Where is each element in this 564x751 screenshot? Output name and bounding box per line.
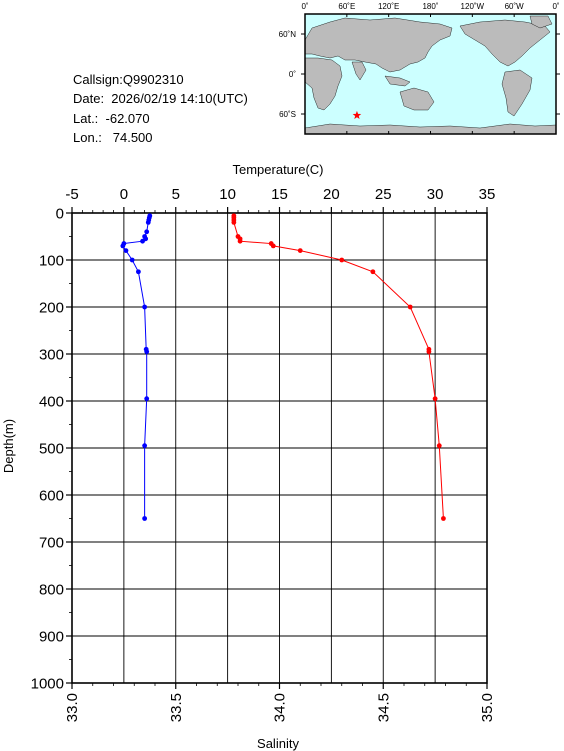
map-lon-label: 0˚ [301, 2, 308, 11]
temperature-data-point [142, 304, 148, 310]
temperature-data-point [121, 241, 127, 246]
star-icon [352, 110, 362, 120]
map-graticule: 0˚ 60˚E 120˚E 180˚ 120˚W 60˚W 0˚ 60˚N 0˚ 60˚S [279, 2, 560, 134]
station-marker [352, 110, 362, 120]
chart-series [120, 213, 446, 521]
temperature-data-point [147, 213, 153, 219]
salinity-tick-label: 33.5 [168, 693, 185, 722]
temperature-data-point [140, 238, 145, 244]
temperature-data-point [142, 234, 148, 239]
salinity-data-point [432, 396, 438, 402]
temperature-data-point [143, 236, 149, 242]
latitude-text: Lat.: -62.070 [73, 110, 150, 126]
temperature-tick-label: 35 [479, 186, 496, 203]
temperature-data-point [146, 215, 152, 221]
depth-tick-label: 100 [39, 253, 64, 270]
temperature-data-point [142, 516, 148, 521]
depth-tick-label: 500 [39, 441, 64, 458]
temperature-data-point [142, 443, 148, 449]
temperature-data-point [145, 220, 151, 225]
map-lon-label: 60˚E [338, 2, 355, 11]
salinity-data-point [426, 349, 432, 355]
map-lon-label: 120˚E [378, 2, 399, 11]
salinity-data-point [297, 248, 303, 254]
temperature-tick-label: 20 [323, 186, 340, 203]
salinity-axis-label: Salinity [257, 736, 299, 751]
salinity-data-point [407, 304, 413, 310]
location-map: 0˚ 60˚E 120˚E 180˚ 120˚W 60˚W 0˚ 60˚N 0˚ 60˚S [279, 2, 560, 135]
station-info: Callsign:Q9902310 Date: 2026/02/19 14:10… [73, 70, 248, 147]
temperature-tick-label: 30 [427, 186, 444, 203]
longitude-text: Lon.: 74.500 [73, 129, 153, 145]
map-lon-label: 120˚W [461, 2, 485, 11]
salinity-tick-label: 34.5 [375, 693, 392, 722]
salinity-data-point [231, 213, 237, 219]
temperature-profile-line [122, 215, 151, 519]
salinity-data-point [270, 243, 276, 249]
temperature-data-point [144, 229, 150, 235]
temperature-tick-label: 5 [172, 186, 180, 203]
date-text: Date: 2026/02/19 14:10(UTC) [73, 91, 248, 107]
salinity-tick-label: 35.0 [479, 693, 496, 722]
temperature-tick-label: 0 [120, 186, 128, 203]
salinity-tick-label: 33.0 [64, 693, 81, 722]
map-lat-label: 0˚ [289, 70, 296, 79]
salinity-data-point [426, 346, 432, 352]
salinity-data-point [237, 236, 243, 242]
salinity-data-point [231, 220, 237, 225]
map-lon-label: 0˚ [552, 2, 559, 11]
plot-frame [71, 212, 488, 684]
callsign-text: Callsign:Q9902310 [73, 72, 184, 87]
salinity-profile-line [233, 215, 444, 519]
depth-axis-label: Depth(m) [1, 419, 16, 473]
temperature-tick-label: -5 [65, 186, 78, 203]
salinity-data-point [441, 516, 446, 521]
map-lon-label: 180˚ [422, 2, 438, 11]
temperature-data-point [123, 248, 129, 254]
map-lat-label: 60˚N [279, 30, 297, 39]
temperature-axis-label: Temperature(C) [232, 162, 323, 177]
salinity-data-point [237, 238, 243, 244]
temperature-data-point [136, 269, 141, 275]
salinity-data-point [231, 215, 237, 221]
depth-tick-label: 200 [39, 300, 64, 317]
temperature-data-point [129, 257, 135, 263]
salinity-data-point [339, 257, 345, 263]
depth-tick-label: 1000 [31, 676, 64, 693]
depth-tick-label: 0 [56, 206, 64, 223]
map-land [304, 15, 557, 135]
temperature-data-point [120, 243, 126, 249]
depth-tick-label: 400 [39, 394, 64, 411]
salinity-tick-label: 34.0 [272, 693, 289, 722]
temperature-data-point [143, 346, 149, 352]
salinity-data-point [235, 234, 241, 239]
chart-grid [71, 212, 488, 684]
temperature-tick-label: 15 [271, 186, 288, 203]
depth-tick-label: 900 [39, 629, 64, 646]
salinity-data-point [231, 217, 237, 223]
temperature-tick-label: 10 [219, 186, 236, 203]
temperature-data-point [144, 396, 150, 402]
map-lat-label: 60˚S [279, 110, 296, 119]
depth-tick-label: 300 [39, 347, 64, 364]
depth-tick-label: 600 [39, 488, 64, 505]
salinity-data-point [370, 269, 376, 275]
map-lon-label: 60˚W [505, 2, 525, 11]
salinity-data-point [268, 241, 274, 246]
depth-tick-label: 800 [39, 582, 64, 599]
temperature-data-point [146, 217, 152, 223]
salinity-data-point [436, 443, 442, 449]
temperature-data-point [144, 349, 150, 355]
depth-tick-label: 700 [39, 535, 64, 552]
temperature-tick-label: 25 [375, 186, 392, 203]
